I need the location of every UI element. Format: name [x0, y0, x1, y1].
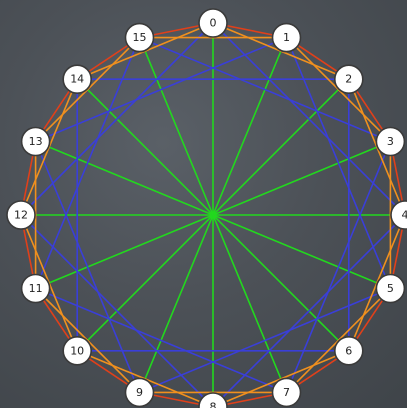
node-10[interactable]: 10 [62, 335, 92, 366]
node-label: 15 [133, 31, 147, 44]
node-label: 1 [283, 31, 290, 44]
node-circle [271, 22, 302, 53]
node-label: 5 [387, 282, 394, 295]
node-circle [6, 200, 36, 230]
node-circle [198, 392, 228, 408]
node-circle [20, 273, 51, 304]
node-3[interactable]: 3 [375, 126, 406, 157]
node-label: 6 [345, 344, 352, 357]
node-label: 13 [29, 135, 43, 148]
node-label: 3 [387, 135, 394, 148]
edge-step-8-7-15 [138, 36, 288, 394]
node-0[interactable]: 0 [198, 8, 228, 38]
node-label: 9 [136, 386, 143, 399]
node-9[interactable]: 9 [124, 377, 155, 408]
node-label: 2 [345, 73, 352, 86]
node-circle [124, 377, 155, 408]
node-circle [375, 126, 406, 157]
node-14[interactable]: 14 [62, 64, 92, 94]
node-label: 10 [70, 344, 84, 357]
node-circle [20, 126, 51, 157]
node-circle [333, 335, 364, 366]
node-label: 14 [70, 73, 84, 86]
node-label: 8 [210, 401, 217, 408]
node-15[interactable]: 15 [124, 22, 155, 53]
node-label: 12 [14, 209, 28, 222]
node-circle [375, 273, 406, 304]
edges-layer [20, 22, 406, 408]
edge-step-4-15-3 [138, 36, 392, 143]
node-label: 11 [29, 282, 43, 295]
node-circle [62, 64, 92, 94]
node-label: 0 [210, 17, 217, 30]
node-7[interactable]: 7 [271, 377, 302, 408]
node-4[interactable]: 4 [390, 200, 407, 230]
node-6[interactable]: 6 [333, 335, 364, 366]
node-5[interactable]: 5 [375, 273, 406, 304]
node-circle [198, 8, 228, 38]
node-circle [62, 335, 92, 366]
node-circle [333, 64, 364, 94]
edge-step-4-13-1 [34, 36, 288, 143]
node-circle [271, 377, 302, 408]
node-12[interactable]: 12 [6, 200, 36, 230]
node-circle [390, 200, 407, 230]
node-label: 7 [283, 386, 290, 399]
node-label: 4 [402, 209, 407, 222]
node-1[interactable]: 1 [271, 22, 302, 53]
node-11[interactable]: 11 [20, 273, 51, 304]
node-2[interactable]: 2 [333, 64, 364, 94]
node-8[interactable]: 8 [198, 392, 228, 408]
node-circle [124, 22, 155, 53]
node-13[interactable]: 13 [20, 126, 51, 157]
